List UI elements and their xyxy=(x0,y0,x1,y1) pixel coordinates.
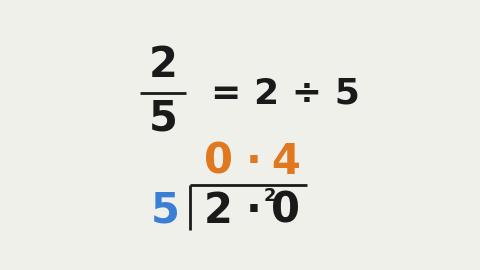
Text: ·: · xyxy=(245,190,262,232)
Text: 5: 5 xyxy=(151,190,180,232)
Text: 0: 0 xyxy=(204,141,233,183)
Text: 2: 2 xyxy=(264,187,276,205)
Text: 4: 4 xyxy=(271,141,300,183)
Text: = 2 ÷ 5: = 2 ÷ 5 xyxy=(211,76,360,110)
Text: ·: · xyxy=(245,141,262,183)
Text: 5: 5 xyxy=(149,98,178,140)
Text: 2: 2 xyxy=(149,44,178,86)
Text: 0: 0 xyxy=(271,190,300,232)
Text: 2: 2 xyxy=(204,190,233,232)
